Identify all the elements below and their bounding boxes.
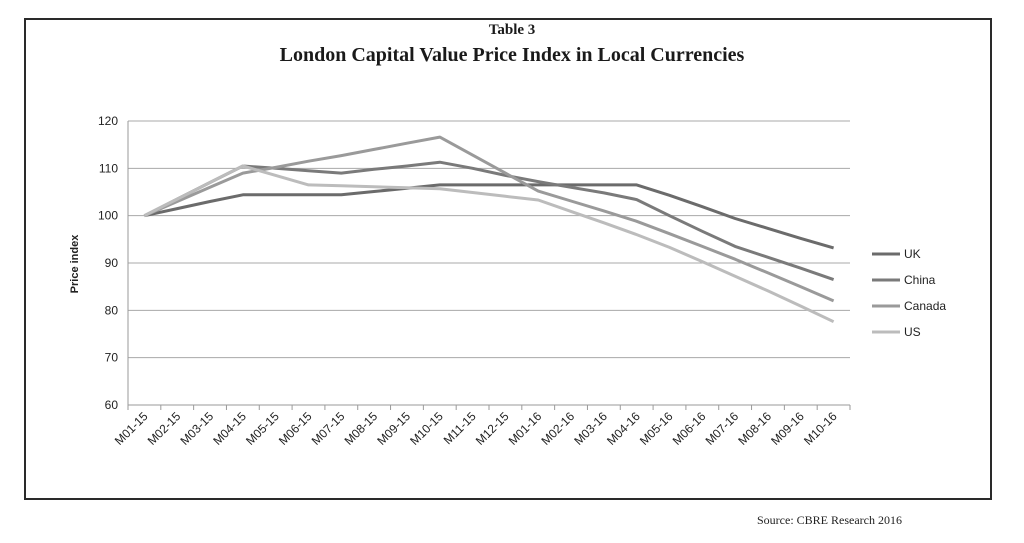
series-line-us	[143, 164, 835, 324]
legend: UK China Canada US	[872, 247, 946, 339]
x-tick-label: M08-16	[735, 409, 774, 448]
chart-title: London Capital Value Price Index in Loca…	[279, 44, 745, 66]
legend-label-china: China	[904, 273, 936, 287]
x-tick-label: M02-15	[145, 409, 184, 448]
x-tick-label: M02-16	[538, 409, 577, 448]
x-tick-label: M09-16	[768, 409, 807, 448]
x-tick-label: M06-15	[276, 409, 315, 448]
x-tick-label: M10-16	[801, 409, 840, 448]
legend-label-uk: UK	[904, 247, 921, 261]
series-line-uk	[144, 183, 835, 250]
y-tick-label: 60	[105, 398, 119, 412]
x-tick-label: M10-15	[407, 409, 446, 448]
legend-label-us: US	[904, 325, 921, 339]
x-tick-label: M07-16	[703, 409, 742, 448]
x-tick-label: M01-16	[506, 409, 545, 448]
x-tick-label: M11-15	[441, 409, 479, 447]
x-tick-label: M05-15	[243, 409, 282, 448]
x-tick-label: M09-15	[374, 409, 413, 448]
x-tick-label: M03-16	[571, 409, 610, 448]
legend-label-canada: Canada	[904, 299, 946, 313]
x-tick-label: M05-16	[637, 409, 676, 448]
y-tick-label: 70	[105, 351, 119, 365]
y-tick-label: 120	[98, 114, 118, 128]
y-tick-label: 110	[99, 161, 118, 175]
x-tick-label: M12-15	[473, 409, 512, 448]
series-line-china	[143, 160, 835, 282]
series-lines	[143, 135, 835, 324]
x-tick-label: M08-15	[342, 409, 381, 448]
chart-frame	[24, 18, 992, 500]
x-tick-label: M04-15	[210, 409, 249, 448]
x-tick-label: M07-15	[309, 409, 348, 448]
y-tick-label: 100	[98, 209, 118, 223]
x-tick-label: M03-15	[177, 409, 216, 448]
y-tick-label: 80	[105, 303, 119, 317]
table-label: Table 3	[488, 22, 536, 38]
source-note: Source: CBRE Research 2016	[757, 513, 902, 527]
x-tick-label: M01-15	[112, 409, 151, 448]
series-line-canada	[143, 135, 835, 303]
y-axis-label: Price index	[69, 234, 81, 294]
y-tick-label: 90	[105, 256, 119, 270]
x-tick-label: M06-16	[670, 409, 709, 448]
x-tick-label: M04-16	[604, 409, 643, 448]
axes: 60708090100110120M01-15M02-15M03-15M04-1…	[98, 114, 851, 448]
